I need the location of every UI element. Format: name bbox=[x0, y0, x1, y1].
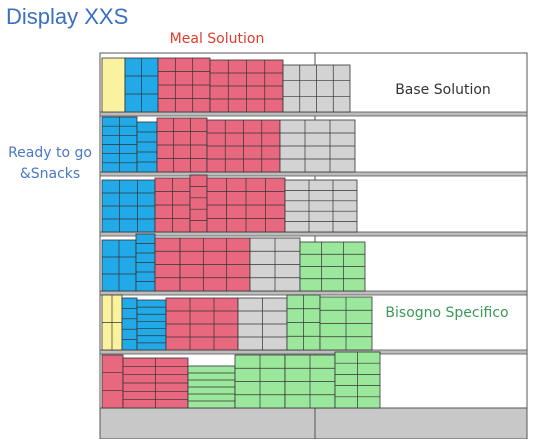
product-block bbox=[234, 354, 286, 409]
block-face bbox=[189, 174, 208, 233]
product-block bbox=[135, 233, 156, 292]
product-block bbox=[101, 116, 138, 173]
product-block bbox=[179, 237, 251, 292]
product-block bbox=[136, 121, 158, 173]
product-block bbox=[154, 237, 181, 292]
product-block bbox=[237, 297, 288, 351]
shelf bbox=[99, 171, 528, 177]
block-face bbox=[136, 121, 158, 173]
product-block bbox=[282, 64, 351, 113]
shelf bbox=[99, 349, 528, 355]
product-block bbox=[101, 239, 137, 292]
product-block bbox=[189, 174, 208, 233]
product-block bbox=[156, 117, 208, 173]
product-block bbox=[319, 296, 373, 351]
product-block bbox=[206, 119, 281, 173]
block-face bbox=[101, 57, 126, 113]
product-block bbox=[165, 297, 239, 351]
block-face bbox=[101, 354, 124, 409]
product-block bbox=[249, 237, 301, 292]
product-block bbox=[187, 365, 236, 409]
bisogno-specifico-label: Bisogno Specifico bbox=[385, 305, 508, 321]
product-block bbox=[101, 354, 124, 409]
products bbox=[101, 57, 381, 409]
block-face bbox=[284, 179, 358, 233]
product-block bbox=[209, 59, 284, 113]
shelf bbox=[99, 290, 528, 296]
base-solution-label: Base Solution bbox=[395, 82, 491, 98]
product-block bbox=[206, 177, 286, 233]
block-face bbox=[121, 297, 138, 351]
snacks-label: &Snacks bbox=[20, 166, 80, 182]
product-block bbox=[136, 299, 167, 351]
product-block bbox=[279, 119, 356, 173]
product-block bbox=[101, 179, 156, 233]
product-block bbox=[122, 357, 189, 409]
product-block bbox=[154, 177, 191, 233]
block-face bbox=[136, 299, 167, 351]
product-block bbox=[284, 354, 336, 409]
cabinet-base bbox=[99, 407, 528, 439]
product-block bbox=[284, 179, 358, 233]
product-block bbox=[121, 297, 138, 351]
product-block bbox=[157, 57, 211, 113]
shelf bbox=[99, 111, 528, 117]
product-block bbox=[334, 351, 381, 409]
shelf bbox=[99, 231, 528, 237]
product-block bbox=[286, 294, 321, 351]
product-block bbox=[101, 57, 126, 113]
product-block bbox=[124, 57, 159, 113]
product-block bbox=[299, 241, 366, 292]
ready-to-go-label: Ready to go bbox=[8, 145, 92, 161]
product-block bbox=[101, 294, 123, 351]
meal-solution-label: Meal Solution bbox=[170, 31, 265, 47]
title: Display XXS bbox=[6, 4, 128, 29]
